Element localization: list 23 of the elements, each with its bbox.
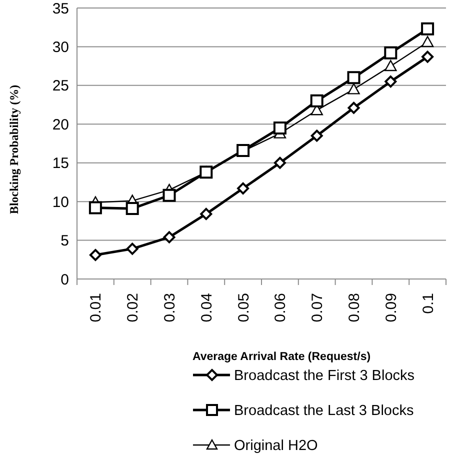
y-tick-label: 35	[52, 0, 69, 18]
x-tick-label: 0.05	[235, 293, 252, 322]
x-tick-label: 0.06	[272, 293, 290, 322]
x-tick-label: 0.03	[162, 293, 178, 322]
x-tick-label: 0.1	[420, 293, 437, 314]
x-tick-label: 0.02	[124, 293, 142, 322]
y-tick-label: 0	[60, 271, 69, 288]
legend-label: Broadcast the Last 3 Blocks	[234, 403, 414, 420]
y-tick-label: 30	[52, 38, 69, 56]
x-tick-label: 0.07	[309, 293, 326, 322]
x-tick-label: 0.09	[382, 293, 400, 322]
y-tick-label: 15	[52, 155, 69, 172]
legend-label: Broadcast the First 3 Blocks	[234, 368, 415, 384]
x-tick-label: 0.01	[88, 293, 105, 322]
y-tick-label: 25	[52, 78, 69, 95]
x-tick-label: 0.08	[346, 293, 363, 322]
y-tick-label: 5	[60, 232, 69, 250]
y-axis-title: Blocking Probability (%)	[7, 84, 21, 214]
y-tick-label: 20	[52, 116, 69, 134]
legend-label: Original H2O	[234, 438, 318, 454]
x-tick-label: 0.04	[198, 293, 216, 322]
y-tick-label: 10	[52, 194, 69, 211]
x-axis-title: Average Arrival Rate (Request/s)	[192, 351, 371, 363]
